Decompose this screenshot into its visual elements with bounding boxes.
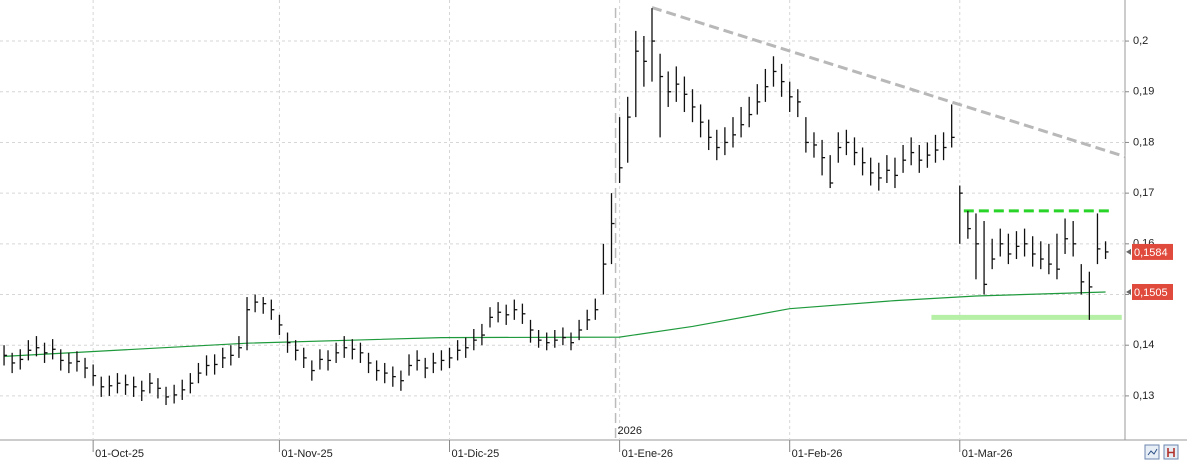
zoom-icon xyxy=(1147,448,1158,456)
x-tick-label: 01-Mar-26 xyxy=(962,448,1013,460)
price-tag-label: 0,1505 xyxy=(1134,287,1168,299)
x-tick-label: 01-Feb-26 xyxy=(792,448,843,460)
price-tag xyxy=(1132,283,1173,300)
x-tick-label: 01-Oct-25 xyxy=(95,448,144,460)
y-tick-label: 0,17 xyxy=(1133,187,1154,199)
y-tick-label: 0,14 xyxy=(1133,339,1154,351)
y-tick-label: 0,18 xyxy=(1133,136,1154,148)
hold-icon xyxy=(1167,448,1175,457)
price-tag-label: 0,1584 xyxy=(1134,247,1168,259)
y-tick-label: 0,19 xyxy=(1133,86,1154,98)
y-tick-label: 0,13 xyxy=(1133,390,1154,402)
x-tick-label: 01-Dic-25 xyxy=(452,448,500,460)
year-label: 2026 xyxy=(618,425,642,437)
price-pointer xyxy=(1126,288,1131,295)
x-tick-label: 01-Ene-26 xyxy=(622,448,673,460)
y-tick-label: 0,2 xyxy=(1133,35,1148,47)
x-tick-label: 01-Nov-25 xyxy=(281,448,332,460)
price-pointer xyxy=(1126,248,1131,255)
trend-line xyxy=(651,6,1126,159)
moving-average xyxy=(4,291,1106,357)
toolbar-icons xyxy=(1144,444,1179,460)
price-tag xyxy=(1132,243,1173,260)
